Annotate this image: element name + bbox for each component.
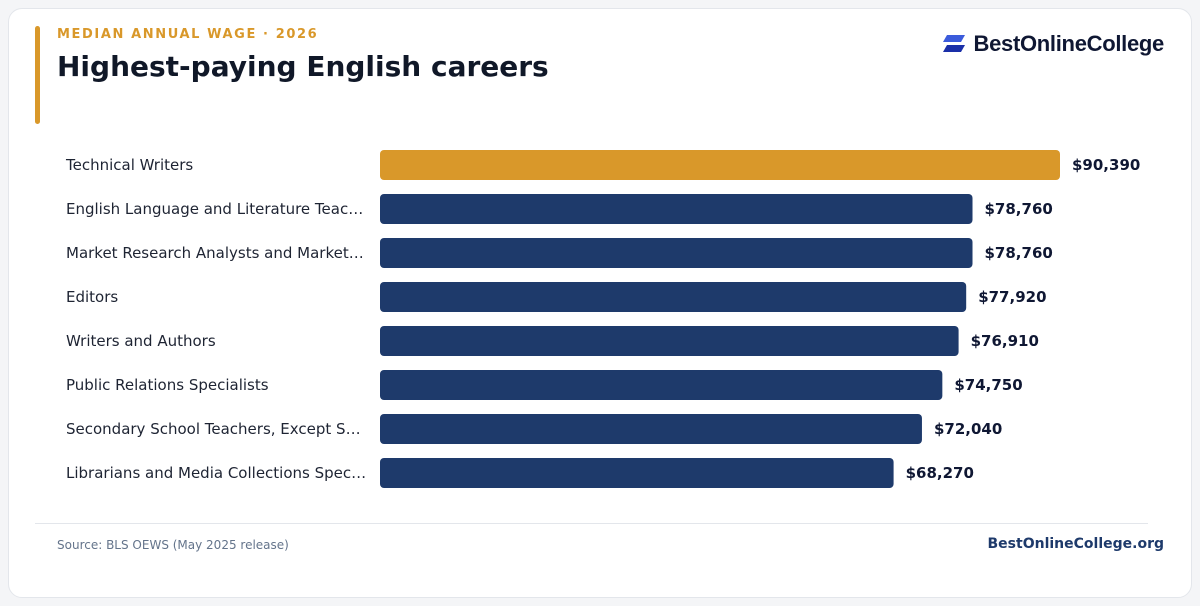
- brand-logo-icon: [942, 35, 965, 52]
- value-label: $77,920: [978, 288, 1046, 306]
- value-label: $68,270: [906, 464, 974, 482]
- bar: [380, 282, 967, 312]
- value-label: $74,750: [954, 376, 1022, 394]
- bar: [380, 238, 973, 268]
- category-label: English Language and Literature Teac…: [66, 200, 363, 218]
- bar: [380, 326, 959, 356]
- bar: [380, 194, 973, 224]
- bar: [380, 458, 894, 488]
- value-label: $78,760: [985, 200, 1053, 218]
- category-label: Public Relations Specialists: [66, 376, 269, 394]
- bar: [380, 150, 1060, 180]
- bar: [380, 370, 943, 400]
- brand-name: BestOnlineCollege: [973, 31, 1165, 56]
- value-label: $72,040: [934, 420, 1002, 438]
- chart-eyebrow: MEDIAN ANNUAL WAGE · 2026: [57, 27, 319, 42]
- category-label: Editors: [66, 288, 118, 306]
- value-label: $76,910: [971, 332, 1039, 350]
- category-label: Librarians and Media Collections Spec…: [66, 464, 366, 482]
- bar: [380, 414, 922, 444]
- value-label: $90,390: [1072, 156, 1140, 174]
- category-label: Writers and Authors: [66, 332, 216, 350]
- category-label: Market Research Analysts and Market…: [66, 244, 364, 262]
- brand-logo[interactable]: BestOnlineCollege: [941, 31, 1165, 57]
- value-label: $78,760: [985, 244, 1053, 262]
- source-note: Source: BLS OEWS (May 2025 release): [57, 538, 289, 552]
- category-label: Secondary School Teachers, Except S…: [66, 420, 361, 438]
- site-link[interactable]: BestOnlineCollege.org: [987, 536, 1164, 552]
- footer-divider: [35, 523, 1148, 524]
- accent-bar: [35, 26, 40, 124]
- chart-title: Highest-paying English careers: [57, 50, 549, 83]
- category-label: Technical Writers: [65, 156, 193, 174]
